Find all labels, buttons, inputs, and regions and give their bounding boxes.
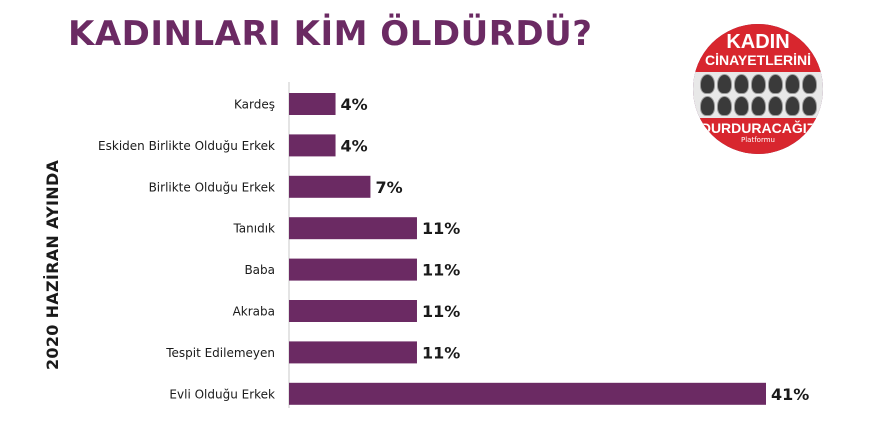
bar: [289, 175, 371, 198]
category-label: Tanıdık: [232, 222, 275, 236]
bar: [289, 300, 417, 322]
bar: [289, 134, 336, 157]
bar: [289, 258, 417, 281]
value-label: 11%: [422, 261, 460, 280]
logo-line-3: DURDURACAĞIZ: [700, 120, 816, 136]
category-label: Birlikte Olduğu Erkek: [149, 180, 275, 194]
logo-line-1: KADIN: [726, 31, 790, 53]
category-label: Evli Olduğu Erkek: [169, 387, 275, 401]
value-label: 4%: [341, 136, 368, 155]
chart-title: KADINLARI KİM ÖLDÜRDÜ?: [68, 14, 593, 54]
bar: [289, 341, 417, 364]
value-label: 41%: [771, 385, 809, 404]
value-label: 11%: [422, 219, 460, 238]
logo-faces-image: [693, 72, 823, 118]
value-label: 11%: [422, 343, 460, 362]
category-label: Eskiden Birlikte Olduğu Erkek: [98, 139, 275, 153]
category-label: Akraba: [233, 305, 275, 319]
category-label: Kardeş: [234, 98, 275, 112]
bar: [289, 93, 336, 115]
category-label: Tespit Edilemeyen: [165, 346, 275, 360]
platform-logo: KADIN CİNAYETLERİNİ DURDURACAĞIZ Platfor…: [693, 24, 823, 154]
value-label: 4%: [341, 95, 368, 114]
logo-line-4: Platformu: [741, 136, 775, 144]
category-label: Baba: [244, 263, 275, 277]
logo-line-2: CİNAYETLERİNİ: [704, 52, 812, 68]
bar: [289, 217, 417, 240]
value-label: 7%: [375, 178, 402, 197]
value-label: 11%: [422, 302, 460, 321]
bar: [289, 382, 766, 405]
